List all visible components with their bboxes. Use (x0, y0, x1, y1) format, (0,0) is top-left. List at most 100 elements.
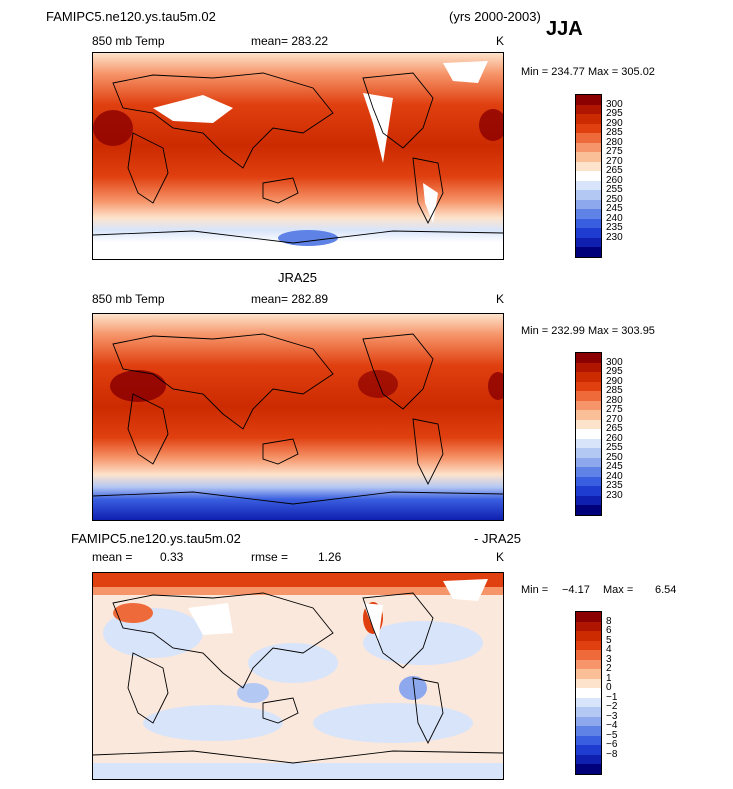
colorbar-tick-label: 235 (606, 222, 623, 234)
colorbar-swatch (576, 381, 601, 392)
colorbar-tick-label: 5 (606, 634, 612, 646)
colorbar-tick-label: 0 (606, 682, 612, 694)
panel3-coastlines (93, 592, 503, 764)
colorbar-tick-label: 245 (606, 203, 623, 215)
panel2-coastlines (93, 333, 503, 505)
colorbar-tick-label: −2 (606, 701, 618, 713)
colorbar-tick-label: 285 (606, 385, 623, 397)
panel3-units: K (496, 550, 505, 564)
colorbar-tick-label: 6 (606, 625, 612, 637)
panel3-range-min-label: Min = (521, 584, 549, 596)
panel3-rmse-value: 1.26 (318, 550, 342, 564)
panel3-rmse-label: rmse = (251, 550, 289, 564)
colorbar-tick-label: 285 (606, 127, 623, 139)
colorbar-swatch (576, 495, 601, 506)
colorbar-swatch (576, 209, 601, 220)
colorbar-swatch (576, 133, 601, 144)
colorbar-swatch (576, 764, 601, 775)
colorbar-tick-label: 230 (606, 231, 623, 243)
colorbar-swatch (576, 362, 601, 373)
colorbar-swatch (576, 448, 601, 459)
colorbar-tick-label: 290 (606, 375, 623, 387)
colorbar-swatch (576, 410, 601, 421)
colorbar-tick-label: 295 (606, 366, 623, 378)
colorbar-swatch (576, 400, 601, 411)
colorbar-tick-label: 250 (606, 193, 623, 205)
panel3-map (92, 572, 504, 780)
colorbar-swatch (576, 218, 601, 229)
colorbar-tick-label: 235 (606, 480, 623, 492)
panel3-range-max-label: Max = (603, 584, 634, 596)
colorbar-swatch (576, 142, 601, 153)
colorbar-swatch (576, 419, 601, 430)
colorbar-tick-label: 2 (606, 663, 612, 675)
colorbar-tick-label: −6 (606, 739, 618, 751)
colorbar-swatch (576, 237, 601, 248)
season-label: JJA (546, 18, 583, 40)
colorbar-tick-label: 280 (606, 136, 623, 148)
colorbar-tick-label: 265 (606, 423, 623, 435)
colorbar-swatch (576, 457, 601, 468)
colorbar-tick-label: −1 (606, 691, 618, 703)
years-label: (yrs 2000-2003) (449, 9, 541, 24)
colorbar-tick-label: 3 (606, 653, 612, 665)
panel2-units: K (496, 292, 505, 306)
colorbar-swatch (576, 247, 601, 258)
colorbar-swatch (576, 438, 601, 449)
panel3-colorbar (575, 611, 602, 775)
colorbar-tick-label: −4 (606, 720, 618, 732)
panel3-mean-label: mean = (92, 550, 133, 564)
panel1-field (93, 53, 503, 259)
colorbar-swatch (576, 697, 601, 708)
colorbar-swatch (576, 621, 601, 632)
panel2-map (92, 313, 504, 521)
colorbar-swatch (576, 114, 601, 125)
colorbar-tick-label: 280 (606, 394, 623, 406)
case-title: FAMIPC5.ne120.ys.tau5m.02 (46, 9, 216, 24)
colorbar-swatch (576, 171, 601, 182)
colorbar-swatch (576, 631, 601, 642)
colorbar-swatch (576, 391, 601, 402)
colorbar-tick-label: 255 (606, 442, 623, 454)
colorbar-swatch (576, 716, 601, 727)
panel1-map (92, 52, 504, 260)
colorbar-swatch (576, 486, 601, 497)
colorbar-swatch (576, 745, 601, 756)
colorbar-tick-label: −3 (606, 710, 618, 722)
colorbar-swatch (576, 640, 601, 651)
colorbar-swatch (576, 688, 601, 699)
colorbar-swatch (576, 505, 601, 516)
colorbar-tick-label: 245 (606, 461, 623, 473)
colorbar-tick-label: 240 (606, 212, 623, 224)
colorbar-swatch (576, 476, 601, 487)
colorbar-swatch (576, 123, 601, 134)
colorbar-tick-label: 260 (606, 432, 623, 444)
colorbar-swatch (576, 372, 601, 383)
panel2-range: Min = 232.99 Max = 303.95 (521, 325, 655, 337)
panel2-variable: 850 mb Temp (92, 292, 165, 306)
panel3-title-right: - JRA25 (474, 531, 521, 546)
colorbar-swatch (576, 429, 601, 440)
colorbar-swatch (576, 659, 601, 670)
colorbar-swatch (576, 669, 601, 680)
colorbar-tick-label: 265 (606, 165, 623, 177)
colorbar-swatch (576, 190, 601, 201)
colorbar-tick-label: 270 (606, 155, 623, 167)
colorbar-swatch (576, 754, 601, 765)
colorbar-swatch (576, 707, 601, 718)
colorbar-swatch (576, 650, 601, 661)
colorbar-swatch (576, 104, 601, 115)
colorbar-swatch (576, 678, 601, 689)
colorbar-swatch (576, 726, 601, 737)
colorbar-swatch (576, 199, 601, 210)
colorbar-swatch (576, 353, 601, 364)
colorbar-tick-label: 255 (606, 184, 623, 196)
panel1-units: K (496, 34, 505, 48)
colorbar-swatch (576, 152, 601, 163)
panel3-mean-value: 0.33 (160, 550, 184, 564)
panel3-range-max: 6.54 (655, 584, 677, 596)
colorbar-tick-label: 260 (606, 174, 623, 186)
colorbar-tick-label: 275 (606, 146, 623, 158)
colorbar-tick-label: 230 (606, 489, 623, 501)
colorbar-tick-label: 295 (606, 108, 623, 120)
